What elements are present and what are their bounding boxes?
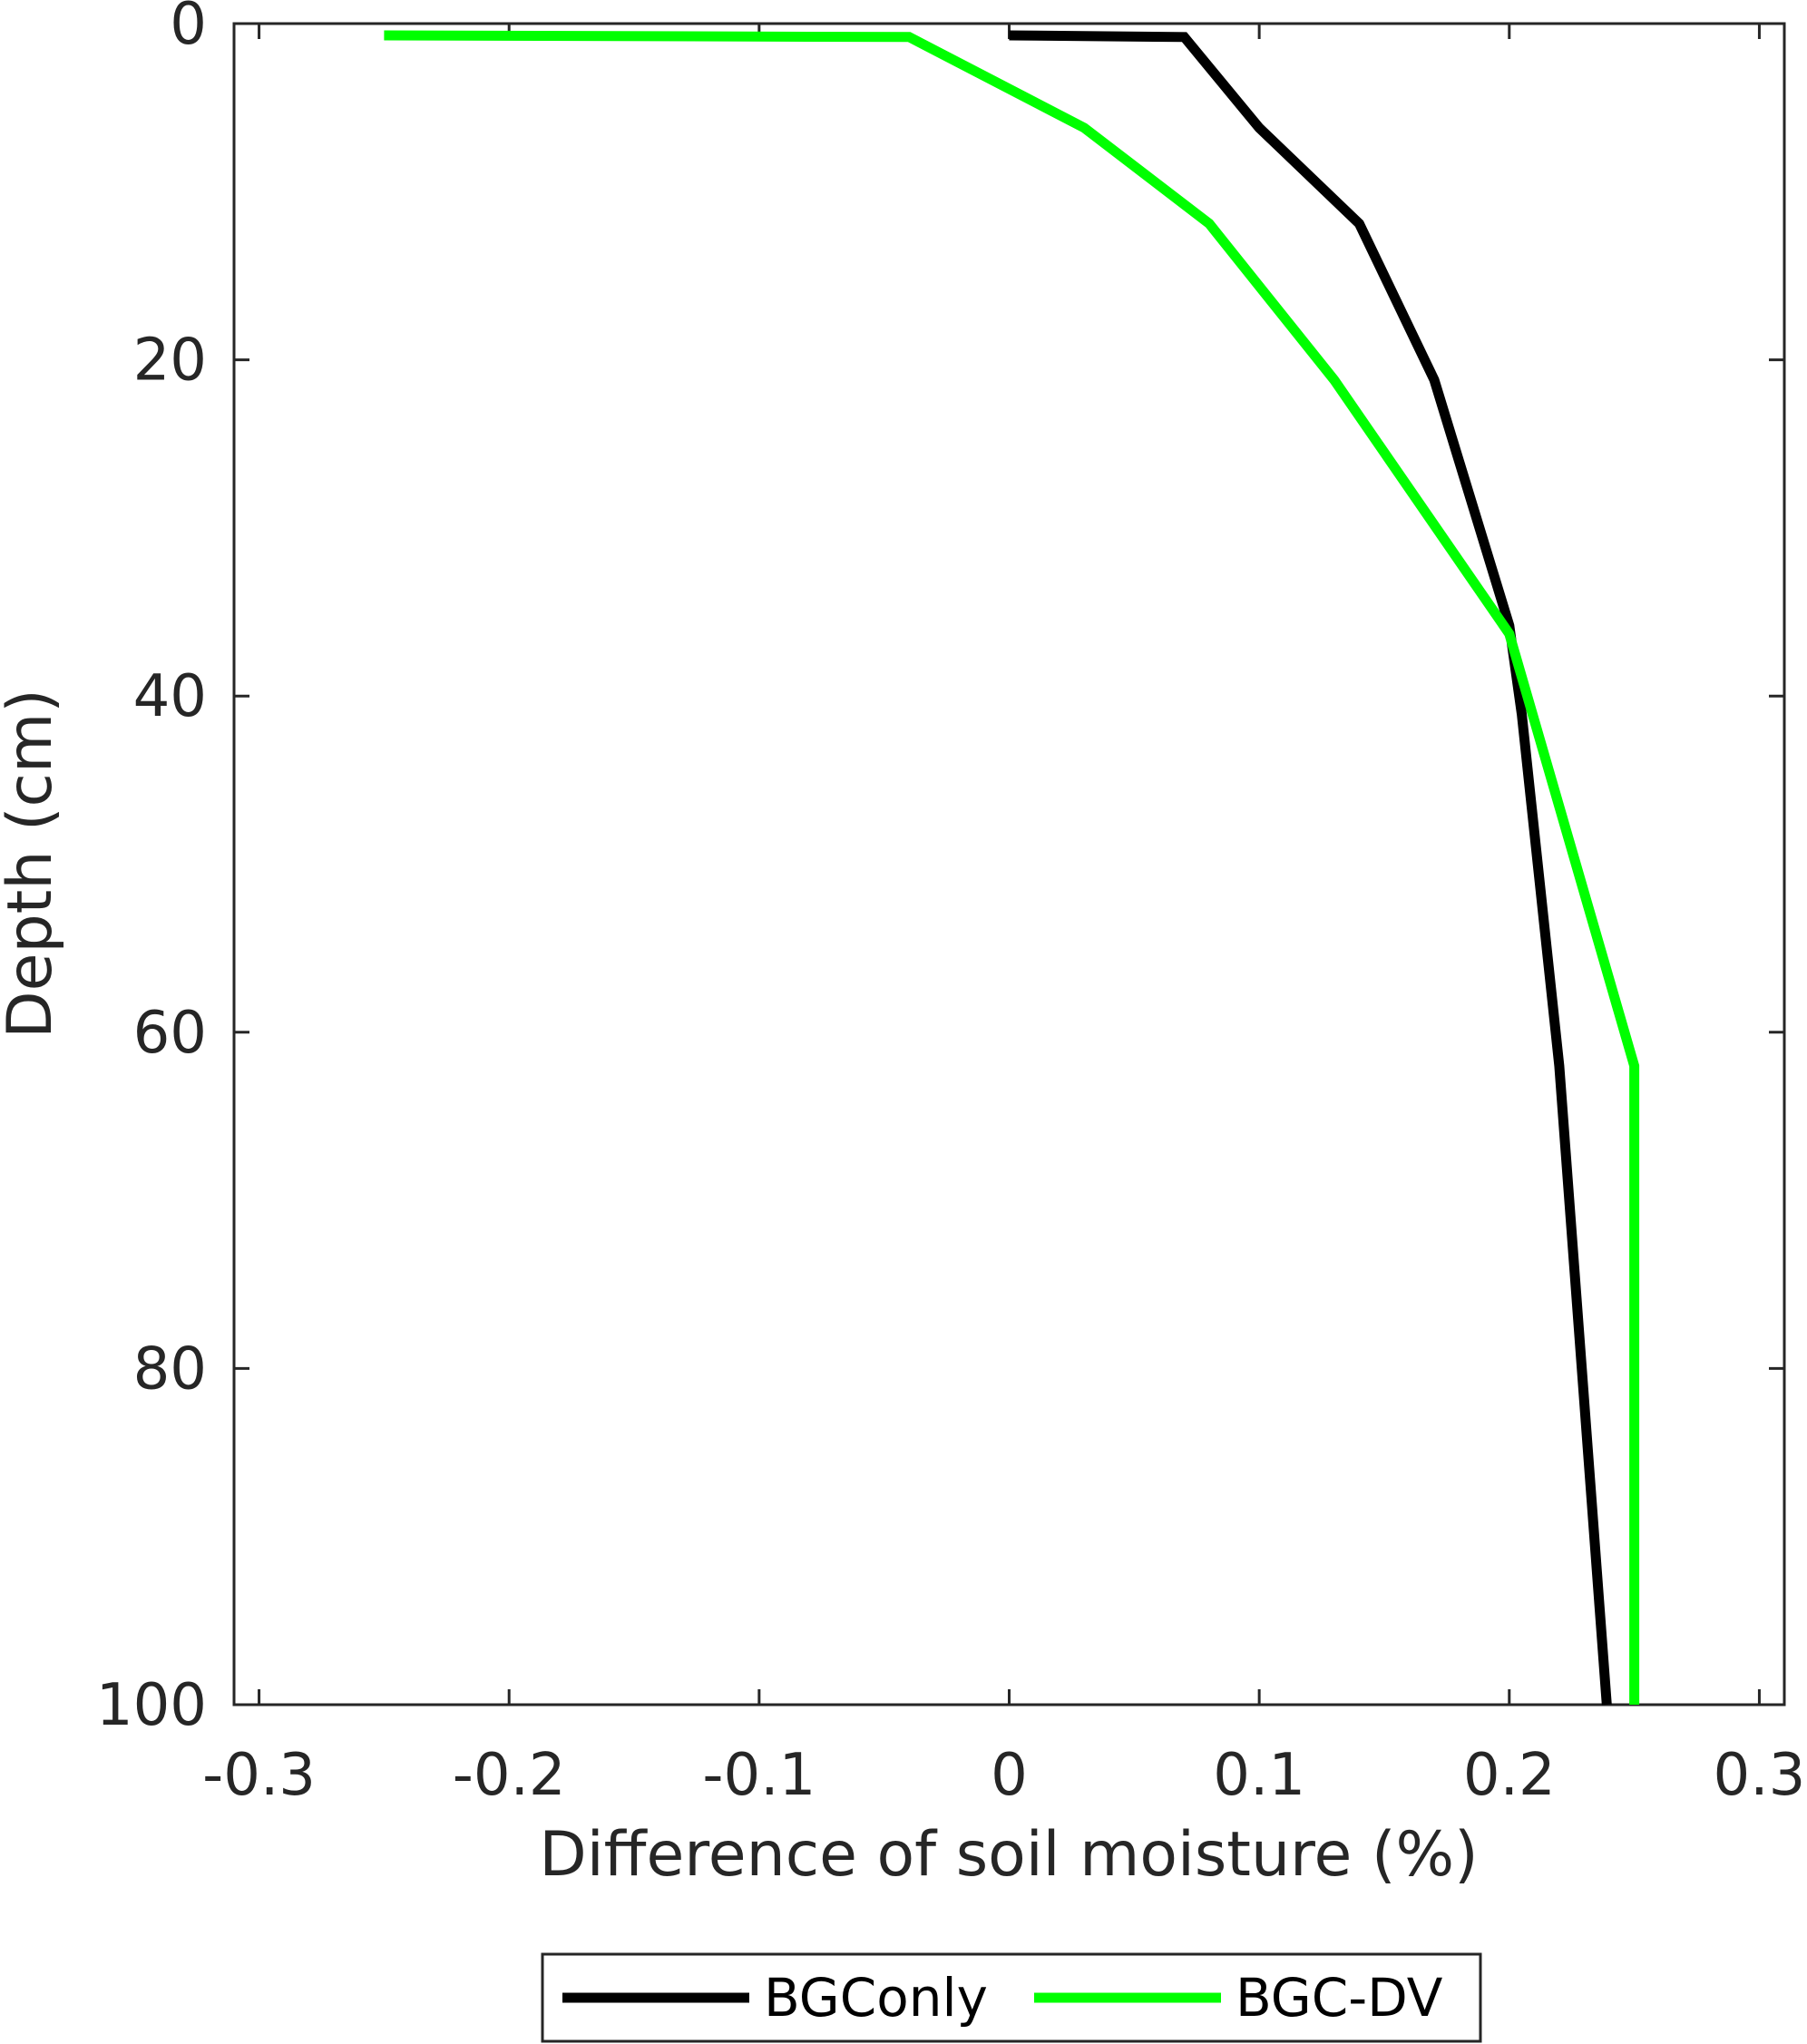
y-tick-label: 40 (133, 663, 207, 730)
x-tick-label: -0.1 (702, 1742, 816, 1809)
y-tick-label: 60 (133, 1000, 207, 1067)
legend: BGConly BGC-DV (541, 1952, 1482, 2043)
x-tick-label: -0.2 (453, 1742, 566, 1809)
ticks: -0.3 -0.2 -0.1 0 0.1 0.2 0.3 0 20 40 60 80 100 (96, 0, 1805, 1809)
x-tick-label: -0.3 (202, 1742, 316, 1809)
y-tick-label: 80 (133, 1335, 207, 1403)
y-tick-label: 0 (170, 0, 207, 58)
x-axis-label: Difference of soil moisture (%) (539, 1819, 1478, 1891)
x-tick-label: 0.2 (1463, 1742, 1556, 1809)
y-axis-label: Depth (cm) (0, 689, 66, 1038)
legend-box (541, 1952, 1482, 2043)
series-line-bgc-dv (384, 30, 1640, 1705)
x-tick-label: 0.1 (1213, 1742, 1305, 1809)
plot-area (232, 22, 1786, 1707)
series-line-bgconly (1009, 30, 1612, 1706)
legend-label-bgconly: BGConly (764, 1967, 988, 2029)
x-tick-label: 0.3 (1714, 1742, 1806, 1809)
y-tick-label: 100 (96, 1672, 207, 1739)
x-tick-label: 0 (991, 1742, 1028, 1809)
legend-label-bgc-dv: BGC-DV (1236, 1967, 1443, 2029)
y-tick-label: 20 (133, 328, 207, 395)
series-group (384, 30, 1640, 1706)
